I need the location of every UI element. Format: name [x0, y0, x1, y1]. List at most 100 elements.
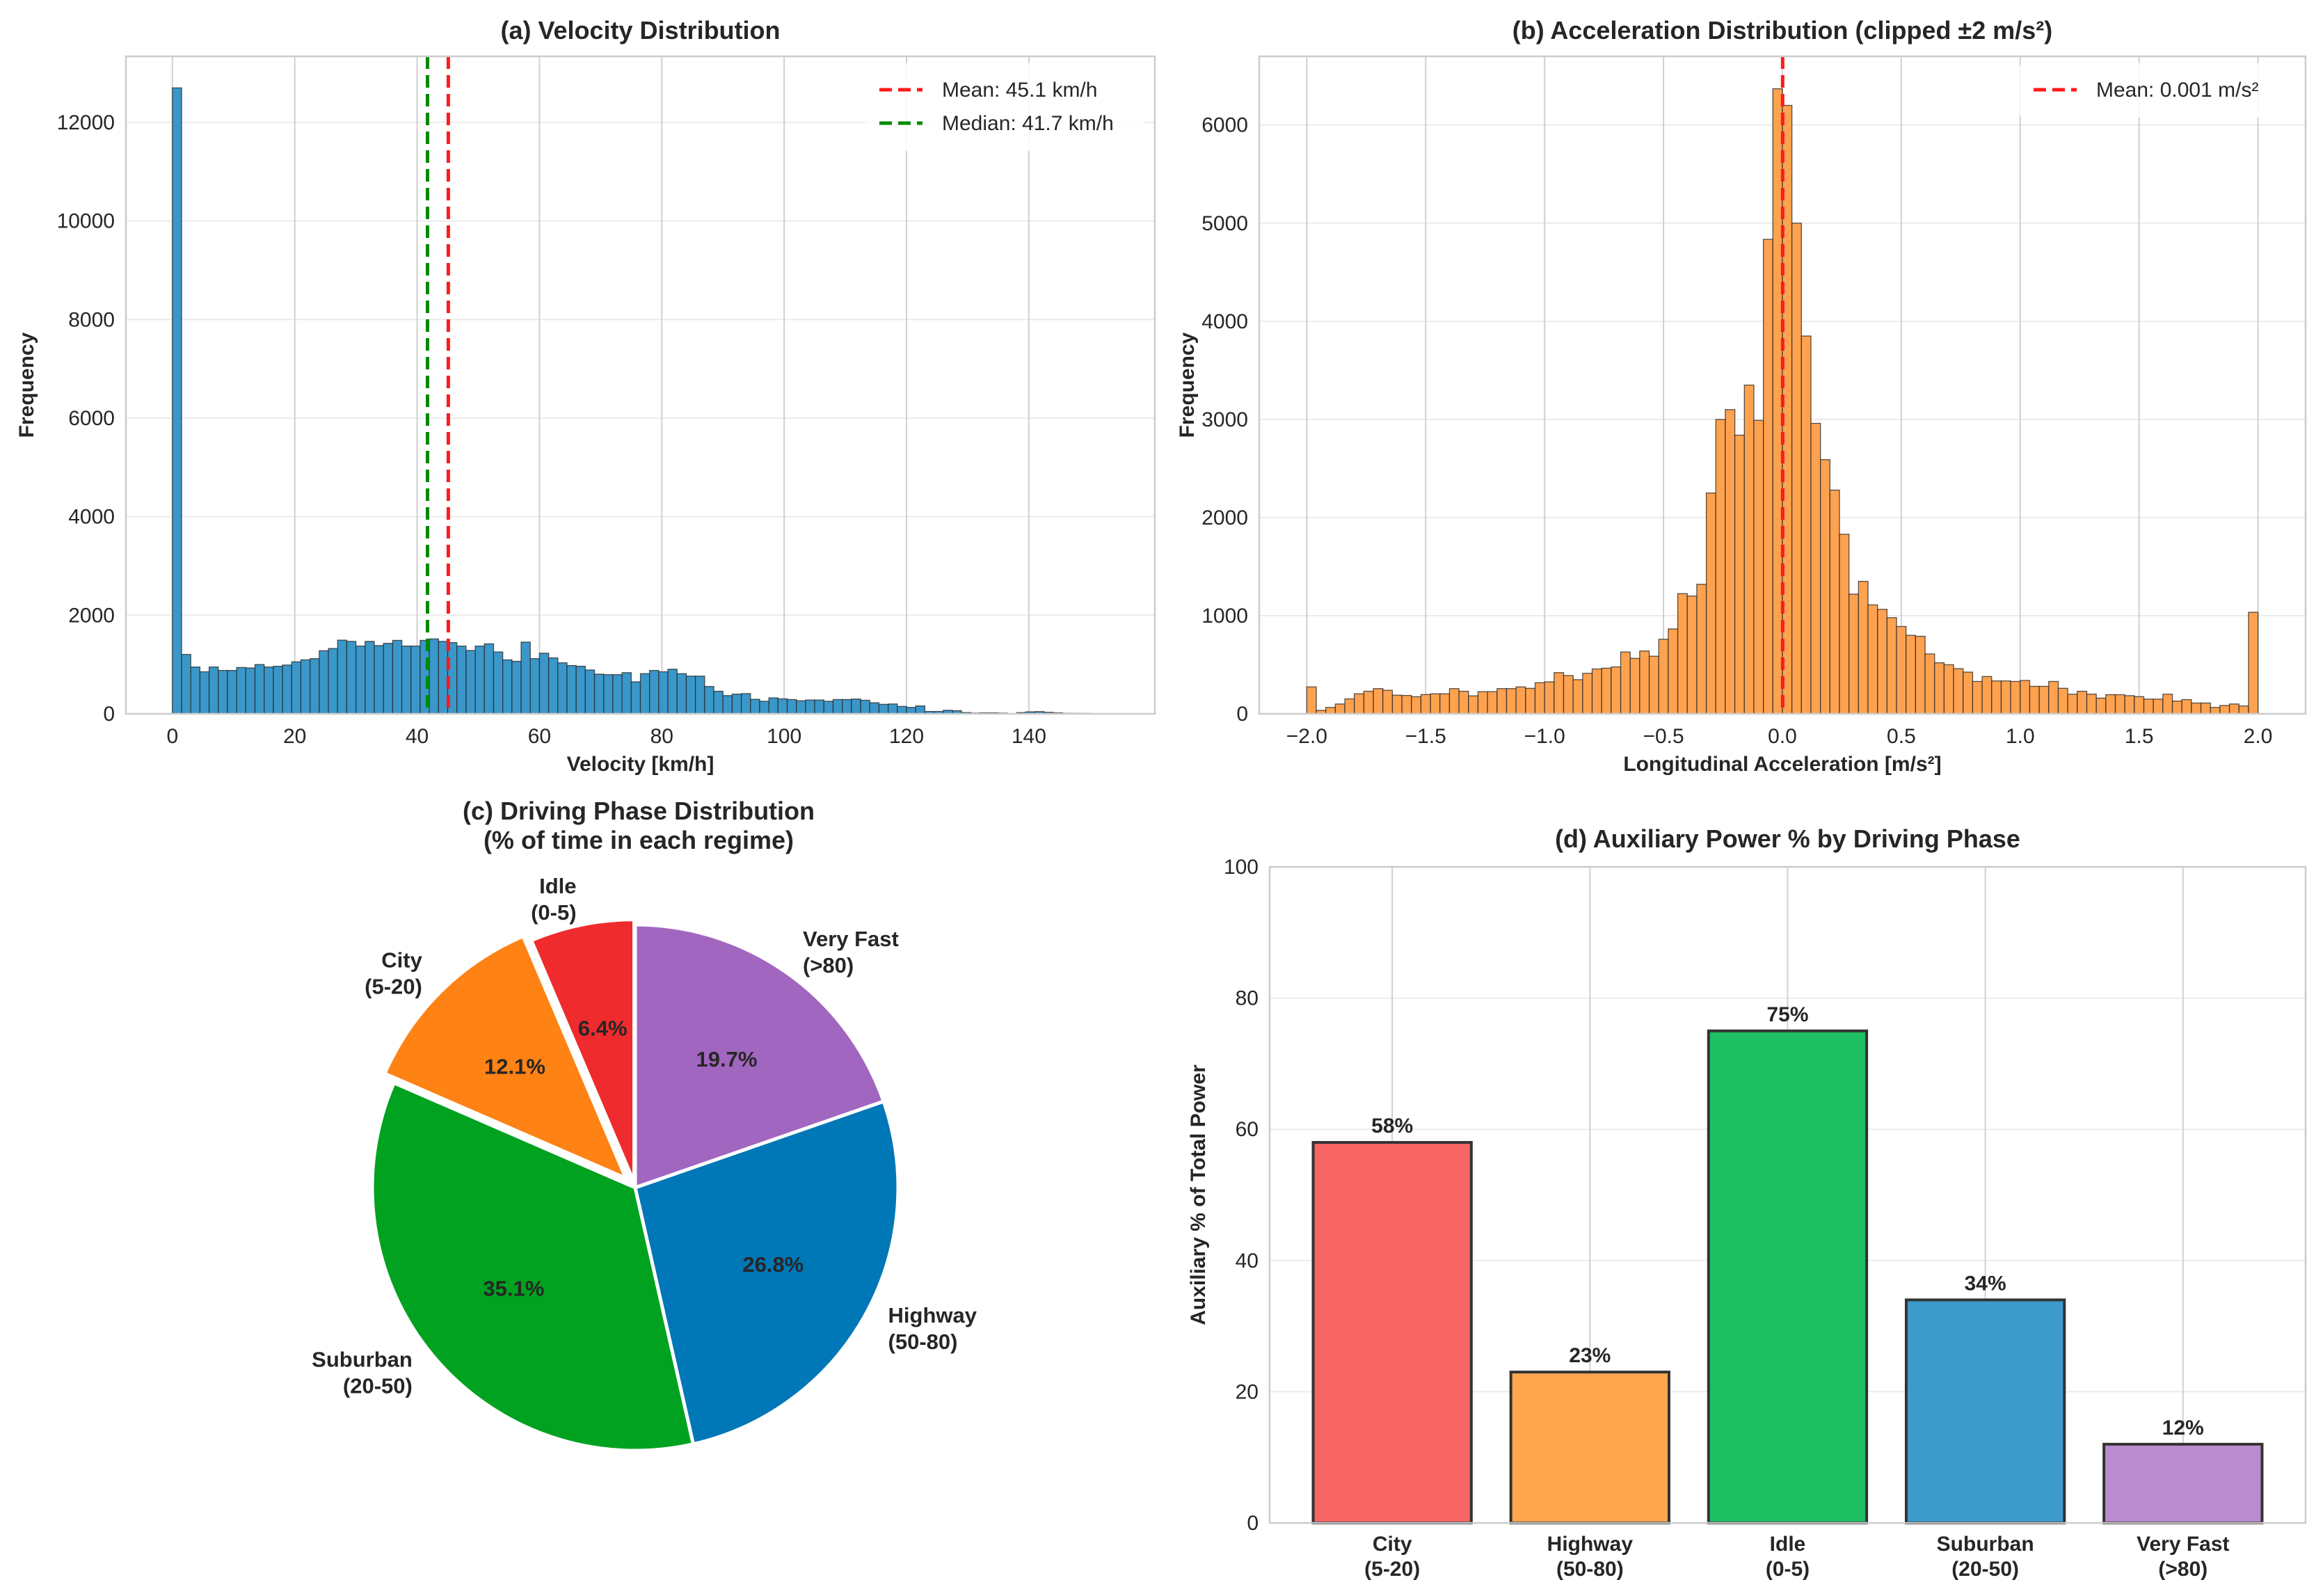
histogram-bar [346, 641, 357, 715]
legend-label: Mean: 45.1 km/h [942, 79, 1097, 102]
histogram-bar [2200, 702, 2211, 715]
histogram-bar [1448, 688, 1460, 715]
histogram-bar [1629, 657, 1640, 715]
histogram-bar [319, 650, 329, 715]
x-tick-label: 0.5 [1887, 725, 1916, 748]
histogram-bar [548, 657, 559, 715]
histogram-bar [1458, 690, 1469, 715]
x-tick-label: 0.0 [1768, 725, 1797, 748]
y-tick-label: 4000 [68, 506, 115, 529]
histogram-bar [1867, 604, 1878, 715]
histogram-bar [1639, 651, 1650, 715]
pie-slice [383, 934, 628, 1181]
histogram-bar [1611, 666, 1622, 715]
histogram-bar [1953, 668, 1964, 715]
y-tick-label: 4000 [1201, 310, 1248, 333]
histogram-bar [484, 643, 495, 715]
x-tick-label: 1.0 [2006, 725, 2035, 748]
x-tick-label: −1.0 [1524, 725, 1565, 748]
histogram-bar [392, 639, 403, 715]
histogram-bar [1696, 584, 1707, 715]
histogram-panel-1: 0 1000 2000 3000 4000 5000 6000 −2.0 −1.5 −1.0 −0.… [1176, 16, 2307, 776]
histogram-bar [1668, 628, 1679, 715]
histogram-bar [842, 699, 852, 715]
histogram-bar [520, 641, 531, 715]
histogram-bar [1430, 693, 1441, 715]
pie-label: Highway [888, 1303, 977, 1327]
histogram-bar [1325, 707, 1336, 715]
histogram-bar [796, 700, 806, 715]
histogram-bar [1858, 580, 1869, 715]
histogram-bar [566, 664, 577, 715]
pie-percent-label: 19.7% [696, 1047, 758, 1071]
histogram-bar [1354, 693, 1365, 715]
histogram-bar [365, 641, 375, 715]
histogram-bar [2000, 680, 2011, 715]
histogram-bar [1496, 688, 1508, 715]
pie-label-range: (0-5) [531, 900, 576, 925]
histogram-bar [621, 672, 632, 715]
histogram-bar [2114, 694, 2125, 715]
histogram-bar [860, 699, 870, 715]
pie-label: City [381, 948, 422, 972]
pie-label: Very Fast [803, 927, 899, 951]
bar [2102, 1442, 2264, 1525]
x-axis-label: Velocity [km/h] [567, 753, 714, 776]
histogram-bar [740, 693, 751, 715]
histogram-bar [273, 665, 283, 715]
histogram-bar [511, 660, 522, 715]
histogram-bar [1886, 617, 1897, 715]
histogram-bar [768, 697, 778, 715]
histogram-bar [1753, 420, 1764, 715]
histogram-bar [1705, 492, 1716, 715]
chart-title: (b) Acceleration Distribution (clipped ±… [1512, 16, 2053, 45]
y-tick-label: 1000 [1201, 605, 1248, 628]
x-category-label: Idle [1770, 1533, 1806, 1556]
y-axis-label: Frequency [1176, 332, 1199, 438]
histogram-bar [2228, 703, 2239, 715]
y-tick-label: 0 [103, 703, 115, 726]
histogram-bar [1924, 653, 1935, 715]
histogram-bar [1572, 679, 1583, 715]
histogram-bar [1477, 691, 1488, 715]
histogram-bar [1906, 635, 1917, 715]
bar-value-label: 58% [1371, 1115, 1413, 1138]
histogram-bar [731, 694, 742, 715]
histogram-bar [2029, 685, 2040, 715]
histogram-bar [1515, 686, 1526, 715]
histogram-bar [1534, 682, 1545, 715]
histogram-bar [722, 695, 733, 715]
histogram-bar [1829, 489, 1840, 715]
chart-title: (d) Auxiliary Power % by Driving Phase [1555, 824, 2020, 853]
histogram-bar [190, 667, 201, 715]
histogram-bar [1896, 625, 1907, 715]
histogram-bar [667, 669, 678, 715]
pie-label-range: (5-20) [365, 974, 422, 998]
x-tick-label: 120 [889, 725, 924, 748]
histogram-bar [2057, 687, 2068, 715]
histogram-bar [2010, 680, 2021, 715]
histogram-bar [1820, 459, 1831, 715]
pie-slice [633, 923, 886, 1190]
chart-title: (a) Velocity Distribution [500, 16, 780, 45]
histogram-bar [658, 671, 669, 715]
histogram-bar [1734, 434, 1745, 715]
chart-subtitle: (% of time in each regime) [484, 826, 794, 854]
histogram-bar [2105, 694, 2116, 715]
y-tick-label: 60 [1236, 1118, 1259, 1141]
x-tick-label: −1.5 [1405, 725, 1446, 748]
histogram-bar [1991, 680, 2002, 715]
y-tick-label: 2000 [1201, 506, 1248, 529]
bar-panel: 0 20 40 60 80 100 58% City(5-20) 23% Highway(50-8… [1187, 824, 2307, 1581]
histogram-bar [1411, 696, 1422, 715]
histogram-bar [1800, 335, 1812, 715]
x-tick-label: 80 [650, 725, 673, 748]
histogram-bar [786, 699, 797, 715]
histogram-bar [493, 651, 504, 715]
histogram-bar [2086, 694, 2097, 715]
histogram-bar [1725, 409, 1736, 715]
histogram-bar [593, 673, 605, 715]
histogram-bar [1506, 688, 1517, 715]
histogram-bar [2143, 699, 2154, 715]
histogram-bar [1791, 223, 1802, 715]
